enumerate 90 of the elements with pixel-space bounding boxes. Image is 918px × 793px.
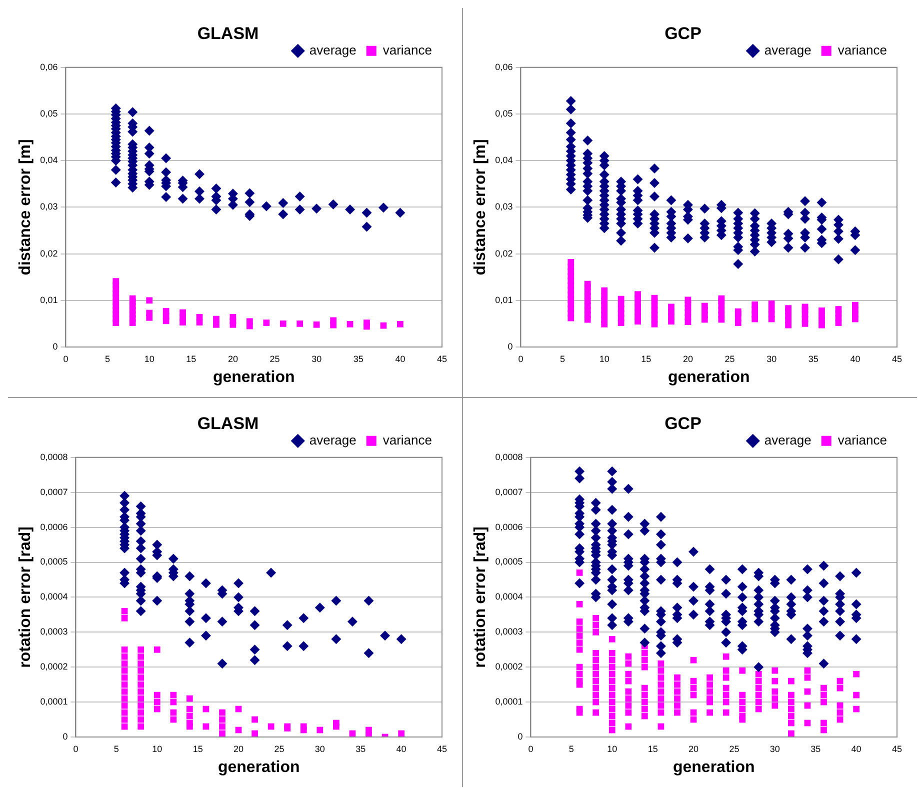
x-tick-label: 35 xyxy=(808,354,818,364)
x-tick-label: 45 xyxy=(436,354,448,364)
x-tick-label: 10 xyxy=(599,354,610,364)
x-tick-label: 35 xyxy=(810,744,821,754)
x-tick-label: 25 xyxy=(724,354,735,364)
x-tick-label: 40 xyxy=(850,354,860,364)
y-tick-label: 0,0002 xyxy=(40,662,68,672)
legend-label: variance xyxy=(382,432,432,448)
y-tick-label: 0,05 xyxy=(495,108,513,118)
legend-label: variance xyxy=(838,432,888,448)
x-tick-label: 45 xyxy=(892,354,902,364)
x-tick-label: 45 xyxy=(436,744,448,754)
legend-label: average xyxy=(764,42,812,58)
y-tick-label: 0,02 xyxy=(495,248,513,258)
x-tick-label: 10 xyxy=(144,354,154,364)
y-tick-label: 0,0006 xyxy=(495,522,523,532)
x-tick-label: 35 xyxy=(356,744,366,754)
y-tick-label: 0 xyxy=(518,731,523,742)
x-tick-label: 30 xyxy=(314,744,325,754)
x-tick-label: 5 xyxy=(560,354,566,364)
chart-title: GCP xyxy=(664,24,702,43)
x-tick-label: 25 xyxy=(729,744,740,754)
x-tick-label: 40 xyxy=(396,744,406,754)
x-tick-label: 20 xyxy=(682,354,693,364)
y-tick-label: 0,0002 xyxy=(495,662,523,672)
x-tick-label: 30 xyxy=(312,354,322,364)
x-tick-label: 15 xyxy=(192,744,203,754)
x-axis-title: generation xyxy=(672,758,755,776)
y-tick-label: 0,0003 xyxy=(40,626,68,637)
y-tick-label: 0,0008 xyxy=(495,452,523,462)
y-tick-label: 0,0005 xyxy=(495,556,523,567)
y-tick-label: 0,01 xyxy=(40,294,58,305)
chart-title: GLASM xyxy=(197,24,259,43)
x-tick-label: 20 xyxy=(688,744,699,754)
x-tick-label: 20 xyxy=(228,354,238,364)
y-axis-title: distance error [m] xyxy=(472,139,490,276)
x-tick-label: 10 xyxy=(607,744,618,754)
y-tick-label: 0,03 xyxy=(495,202,513,212)
x-tick-label: 40 xyxy=(395,354,406,364)
y-tick-label: 0,06 xyxy=(495,62,513,72)
x-axis-title: generation xyxy=(212,368,295,386)
y-tick-label: 0,05 xyxy=(40,108,58,118)
chart-title: GLASM xyxy=(197,414,259,433)
y-tick-label: 0,0004 xyxy=(495,592,523,602)
x-tick-label: 30 xyxy=(766,354,777,364)
y-tick-label: 0,0005 xyxy=(40,556,68,567)
y-axis-title: rotation error [rad] xyxy=(17,526,34,668)
x-tick-label: 15 xyxy=(648,744,658,754)
y-axis-title: distance error [m] xyxy=(17,139,34,276)
legend-label: average xyxy=(309,42,356,58)
y-tick-label: 0,01 xyxy=(495,294,513,305)
x-tick-label: 15 xyxy=(186,354,196,364)
x-tick-label: 15 xyxy=(641,354,652,364)
y-tick-label: 0,0008 xyxy=(40,452,68,462)
x-tick-label: 0 xyxy=(73,744,78,754)
y-tick-label: 0 xyxy=(508,341,513,352)
y-tick-label: 0,0001 xyxy=(495,696,523,707)
y-tick-label: 0,0006 xyxy=(40,522,68,532)
chart-title: GCP xyxy=(664,414,702,433)
y-tick-label: 0 xyxy=(52,341,58,352)
x-tick-label: 40 xyxy=(851,744,862,754)
y-tick-label: 0,04 xyxy=(40,155,58,166)
y-tick-label: 0,0007 xyxy=(495,486,523,497)
x-tick-label: 30 xyxy=(770,744,780,754)
y-tick-label: 0,02 xyxy=(40,248,58,258)
y-tick-label: 0,03 xyxy=(40,202,58,212)
x-tick-label: 10 xyxy=(152,744,162,754)
y-tick-label: 0,0003 xyxy=(495,626,523,637)
x-tick-label: 35 xyxy=(353,354,364,364)
y-axis-title: rotation error [rad] xyxy=(472,526,490,668)
x-tick-label: 0 xyxy=(528,744,534,754)
legend-label: variance xyxy=(382,42,432,58)
x-axis-title: generation xyxy=(668,368,750,386)
y-tick-label: 0,04 xyxy=(495,155,513,166)
x-tick-label: 5 xyxy=(114,744,119,754)
x-tick-label: 25 xyxy=(274,744,284,754)
legend-label: average xyxy=(309,432,356,448)
y-tick-label: 0,0007 xyxy=(40,486,68,497)
y-tick-label: 0,0004 xyxy=(40,592,68,602)
x-tick-label: 45 xyxy=(892,744,902,754)
x-tick-label: 5 xyxy=(568,744,574,754)
y-tick-label: 0 xyxy=(62,731,68,742)
x-tick-label: 20 xyxy=(234,744,244,754)
legend-label: variance xyxy=(838,42,888,58)
y-tick-label: 0,06 xyxy=(40,62,58,72)
y-tick-label: 0,0001 xyxy=(40,696,68,707)
x-tick-label: 25 xyxy=(270,354,280,364)
legend-label: average xyxy=(764,432,812,448)
x-axis-title: generation xyxy=(218,758,300,776)
x-tick-label: 5 xyxy=(105,354,110,364)
